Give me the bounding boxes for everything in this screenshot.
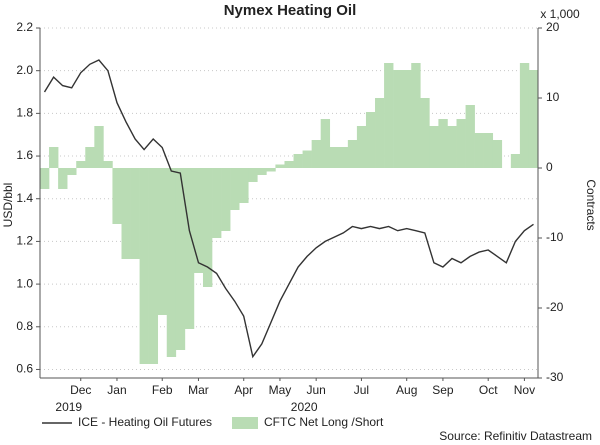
bar bbox=[184, 168, 195, 329]
y-tick-label: 0.8 bbox=[16, 319, 33, 333]
y2-tick-label: 20 bbox=[546, 20, 560, 34]
x-tick-label: Jan bbox=[107, 383, 126, 397]
bar bbox=[302, 150, 312, 168]
x-tick-label: Sep bbox=[432, 383, 454, 397]
bar bbox=[338, 147, 349, 168]
y-tick-label: 1.6 bbox=[16, 148, 33, 162]
bar bbox=[393, 70, 403, 168]
bar bbox=[58, 168, 68, 189]
y2-tick-label: -10 bbox=[546, 230, 564, 244]
y-tick-label: 1.2 bbox=[16, 234, 33, 248]
y2-tick-label: 0 bbox=[546, 160, 553, 174]
bar bbox=[474, 133, 484, 168]
x-tick-label: May bbox=[269, 383, 292, 397]
bar bbox=[519, 63, 530, 168]
bar bbox=[284, 161, 294, 168]
bar bbox=[94, 126, 104, 168]
y2-tick-label: -30 bbox=[546, 370, 564, 384]
chart-title: Nymex Heating Oil bbox=[224, 2, 357, 19]
x-tick-label: Jul bbox=[354, 383, 369, 397]
bar bbox=[447, 126, 457, 168]
bar bbox=[230, 168, 240, 210]
bar bbox=[492, 140, 503, 168]
bar bbox=[257, 168, 267, 175]
bar bbox=[166, 168, 177, 357]
x-year-label: 2019 bbox=[55, 400, 82, 414]
legend-label: CFTC Net Long /Short bbox=[264, 415, 384, 429]
bar bbox=[356, 126, 367, 168]
y2-axis-label: Contracts bbox=[584, 179, 598, 230]
y-tick-label: 1.8 bbox=[16, 106, 33, 120]
y2-tick-label: -20 bbox=[546, 300, 564, 314]
bar bbox=[112, 168, 122, 224]
bar bbox=[429, 126, 439, 168]
bar bbox=[202, 168, 213, 287]
bar bbox=[384, 63, 394, 168]
y2-unit: x 1,000 bbox=[540, 7, 580, 21]
x-tick-label: Jun bbox=[306, 383, 325, 397]
bar bbox=[420, 98, 430, 168]
x-tick-label: Apr bbox=[234, 383, 253, 397]
y-tick-label: 0.6 bbox=[16, 362, 33, 376]
bar bbox=[239, 168, 249, 203]
x-tick-label: Nov bbox=[514, 383, 535, 397]
x-tick-label: Aug bbox=[396, 383, 417, 397]
bar bbox=[275, 164, 285, 168]
bar bbox=[49, 147, 59, 168]
bar bbox=[40, 168, 50, 189]
y-tick-label: 1.0 bbox=[16, 276, 33, 290]
bar bbox=[402, 70, 412, 168]
bar bbox=[320, 119, 331, 168]
bar bbox=[212, 168, 222, 238]
bar bbox=[311, 140, 321, 168]
bar bbox=[130, 168, 140, 259]
x-tick-label: Dec bbox=[70, 383, 91, 397]
legend-swatch bbox=[232, 417, 258, 429]
x-tick-label: Oct bbox=[479, 383, 498, 397]
bar bbox=[375, 98, 385, 168]
bar bbox=[456, 119, 466, 168]
x-year-label: 2020 bbox=[291, 400, 318, 414]
bar bbox=[85, 147, 95, 168]
x-tick-label: Feb bbox=[152, 383, 173, 397]
y2-tick-label: 10 bbox=[546, 90, 560, 104]
bar bbox=[329, 147, 340, 168]
bar bbox=[483, 133, 494, 168]
bar bbox=[148, 168, 159, 364]
bar bbox=[121, 168, 131, 259]
y-tick-label: 1.4 bbox=[16, 191, 33, 205]
y-tick-label: 2.0 bbox=[16, 63, 33, 77]
bar bbox=[76, 161, 86, 168]
source-note: Source: Refinitiv Datastream bbox=[439, 429, 592, 443]
bar bbox=[347, 140, 358, 168]
bar bbox=[293, 154, 303, 168]
y-tick-label: 2.2 bbox=[16, 20, 33, 34]
bar bbox=[175, 168, 186, 350]
bar bbox=[365, 112, 376, 168]
bar bbox=[193, 168, 204, 273]
bar bbox=[139, 168, 149, 364]
line bbox=[43, 59, 534, 359]
bar bbox=[266, 168, 276, 172]
bar bbox=[157, 168, 168, 315]
bar bbox=[465, 105, 475, 168]
x-tick-label: Mar bbox=[188, 383, 209, 397]
bar bbox=[510, 154, 521, 168]
bar bbox=[221, 168, 231, 231]
y-axis-label: USD/bbl bbox=[1, 183, 15, 228]
bar bbox=[67, 168, 77, 175]
bar bbox=[103, 161, 113, 168]
bar bbox=[411, 63, 421, 168]
bar bbox=[438, 119, 448, 168]
legend-label: ICE - Heating Oil Futures bbox=[78, 415, 212, 429]
bar bbox=[248, 168, 258, 182]
bar bbox=[528, 70, 539, 168]
